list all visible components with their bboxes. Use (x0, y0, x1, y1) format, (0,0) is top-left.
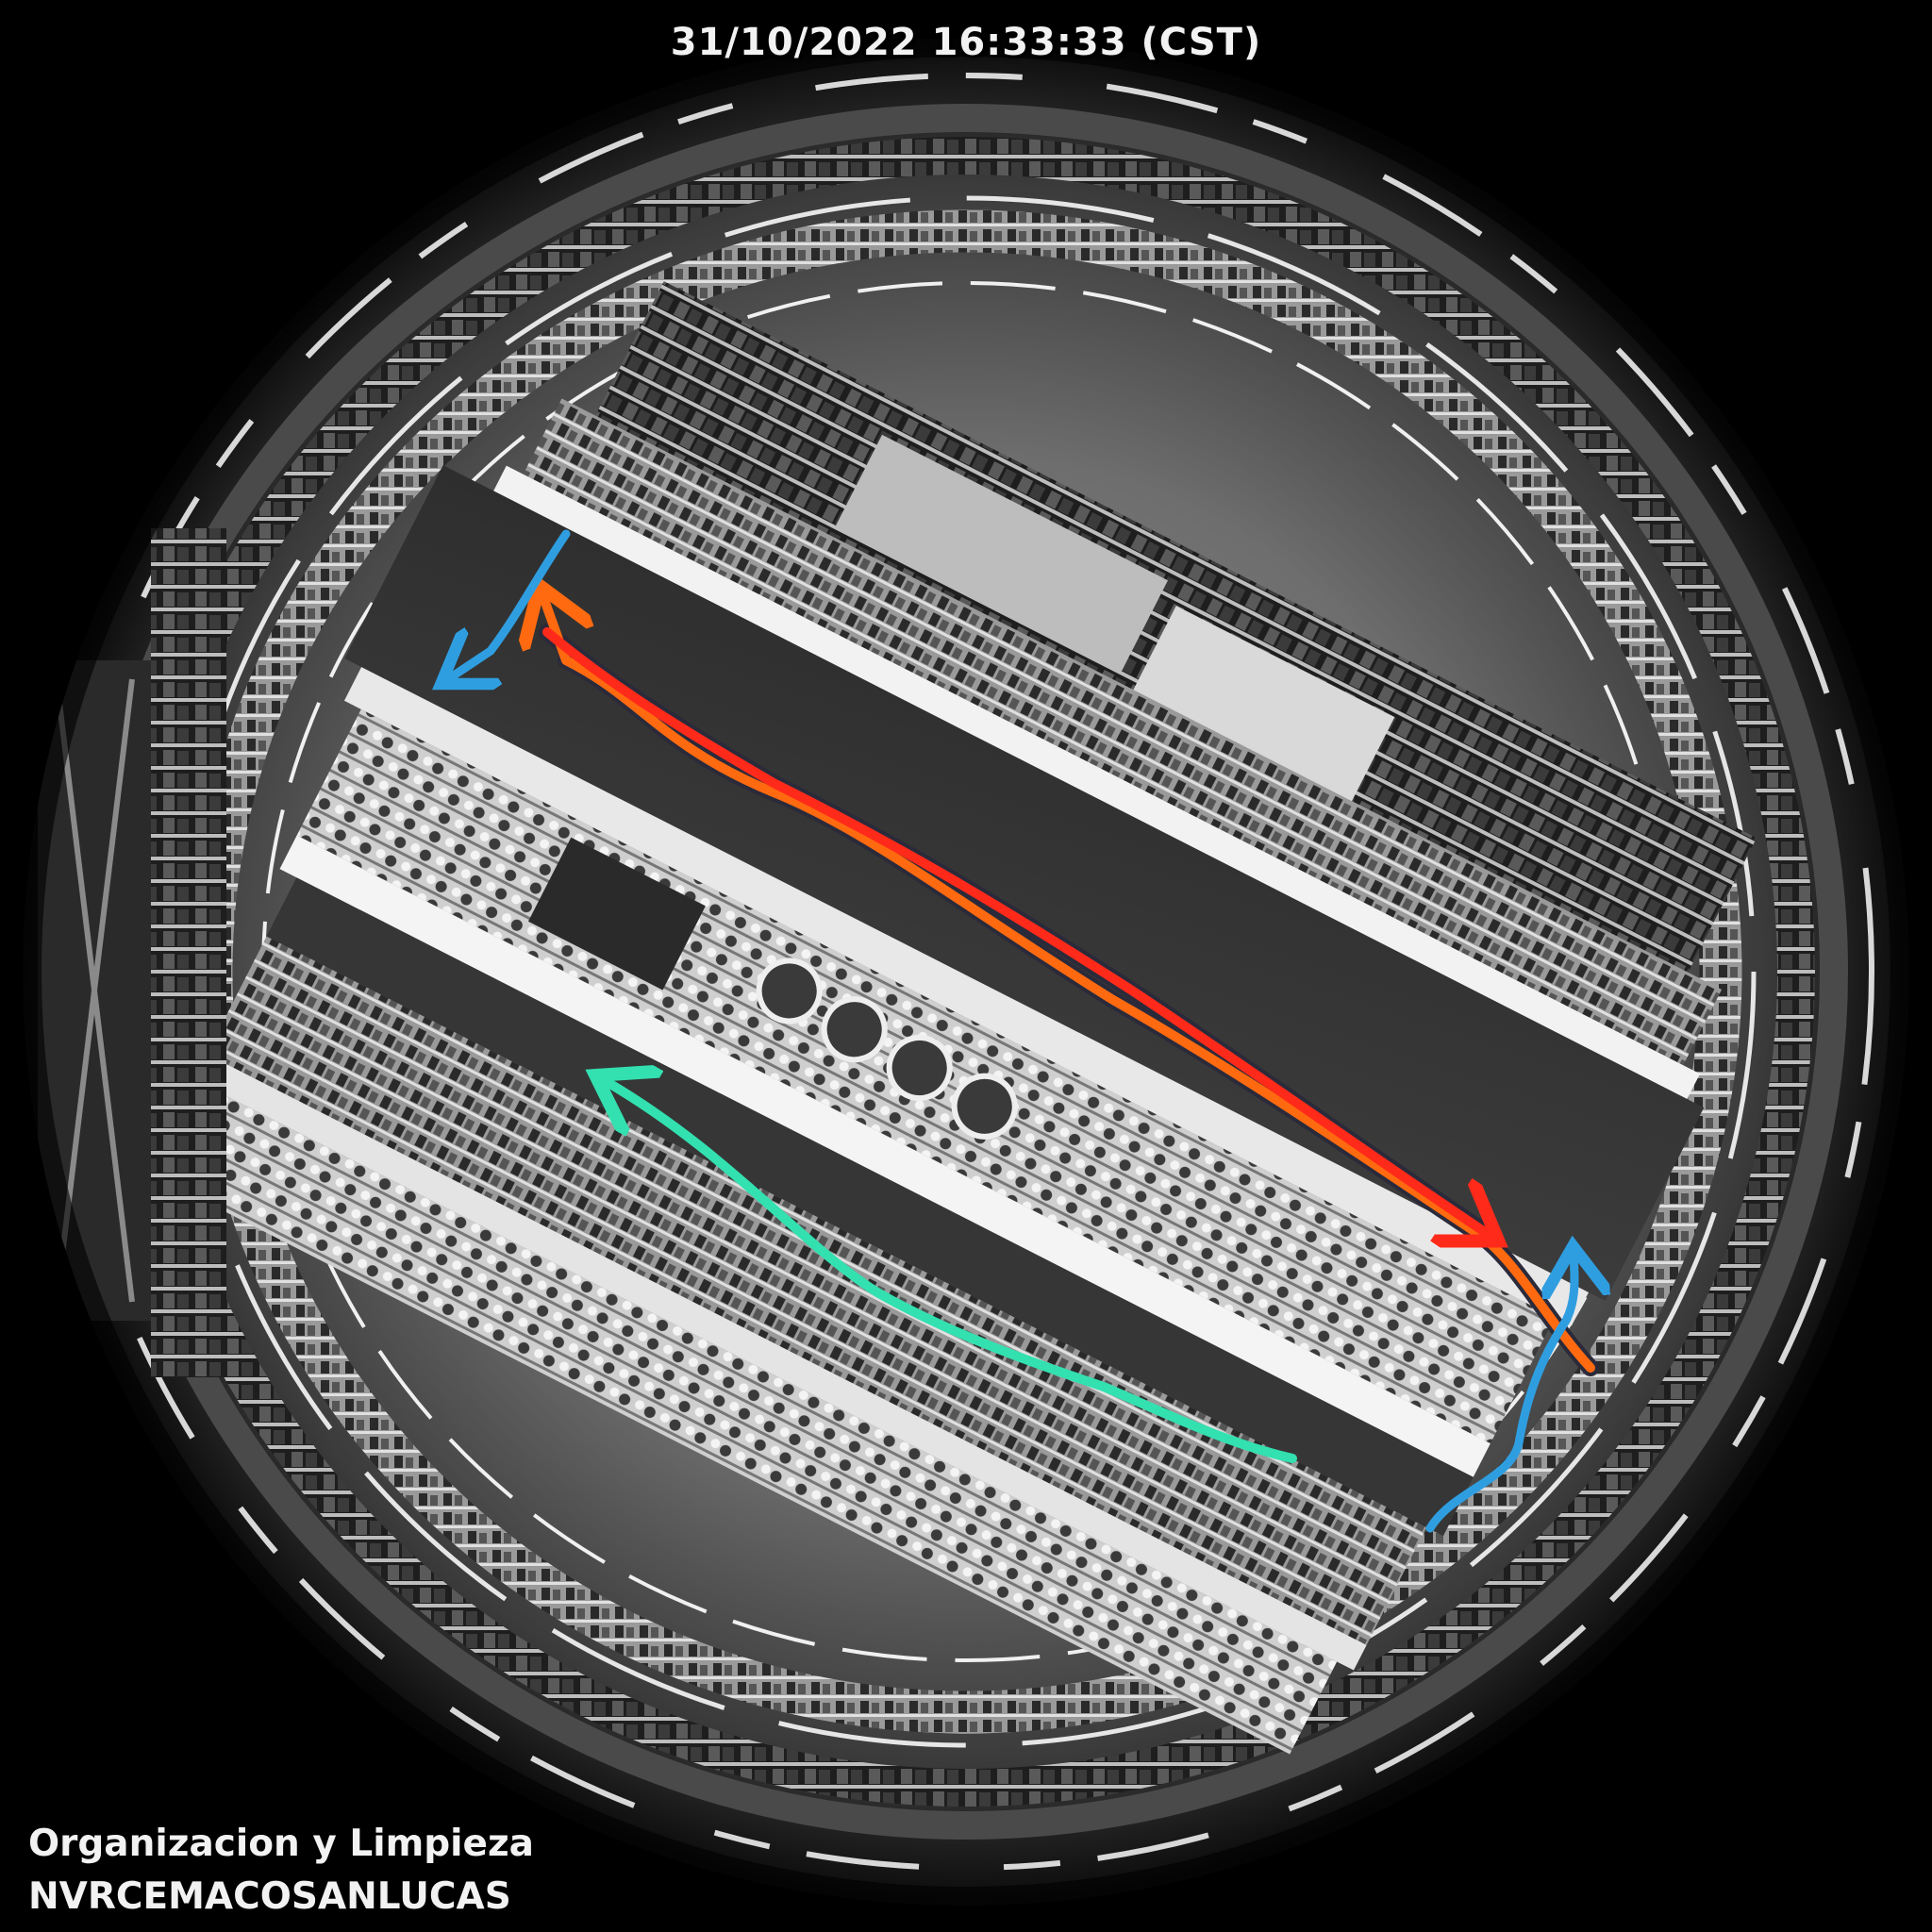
store-interior (38, 73, 1874, 1871)
aisle-floor (344, 465, 1705, 1302)
camera-nvr-name: NVRCEMACOSANLUCAS (28, 1875, 511, 1918)
path-annotations (448, 529, 1591, 1533)
green-path-arrow (604, 1080, 1297, 1463)
camera-timestamp: 31/10/2022 16:33:33 (CST) (670, 21, 1262, 64)
red-path-arrow (542, 627, 1491, 1236)
lower-shelving (279, 667, 1589, 1477)
blue-upper-path-arrow (448, 529, 571, 679)
lower-aisle (163, 877, 1474, 1755)
blue-lower-path-arrow (1425, 1255, 1574, 1533)
upper-shelving (493, 281, 1757, 1100)
camera-channel-title: Organizacion y Limpieza (28, 1823, 535, 1865)
